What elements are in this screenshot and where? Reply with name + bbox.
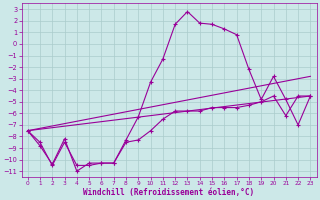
X-axis label: Windchill (Refroidissement éolien,°C): Windchill (Refroidissement éolien,°C) <box>84 188 255 197</box>
